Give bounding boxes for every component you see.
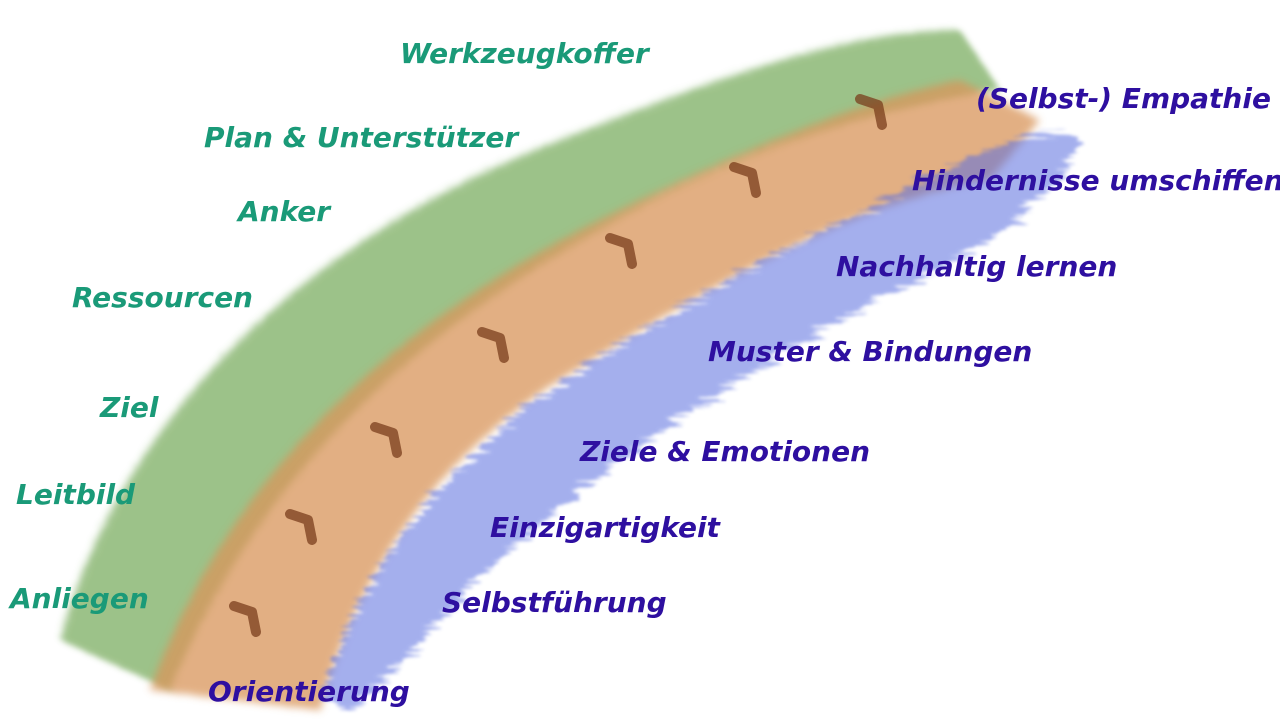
chevron-footprint-icon [370, 422, 402, 458]
label-ziele-emotionen: Ziele & Emotionen [580, 435, 871, 468]
chevron-footprint-icon [285, 509, 317, 545]
label-einzigartigkeit: Einzigartigkeit [490, 511, 720, 544]
label-ressourcen: Ressourcen [72, 281, 253, 314]
label-ziel: Ziel [100, 391, 159, 424]
label-hindernisse-umschiffen: Hindernisse umschiffen [912, 164, 1280, 197]
label-muster-bindungen: Muster & Bindungen [708, 335, 1033, 368]
chevron-footprint-icon [229, 601, 261, 637]
label-nachhaltig-lernen: Nachhaltig lernen [836, 250, 1118, 283]
chevron-footprint-icon [855, 94, 887, 130]
water-band [320, 132, 1080, 710]
chevron-footprint-icon [729, 162, 761, 198]
footprints [229, 94, 887, 637]
label-anker: Anker [238, 195, 331, 228]
sand-path [150, 80, 1040, 710]
chevron-footprint-icon [605, 233, 637, 269]
chevron-footprint-icon [477, 327, 509, 363]
label-anliegen: Anliegen [10, 582, 149, 615]
label-selbst-empathie: (Selbst-) Empathie [976, 82, 1271, 115]
label-werkzeugkoffer: Werkzeugkoffer [400, 37, 649, 70]
label-leitbild: Leitbild [16, 478, 136, 511]
label-orientierung: Orientierung [208, 675, 410, 708]
label-plan-unterstuetzer: Plan & Unterstützer [204, 121, 519, 154]
label-selbstfuehrung: Selbstführung [442, 586, 667, 619]
